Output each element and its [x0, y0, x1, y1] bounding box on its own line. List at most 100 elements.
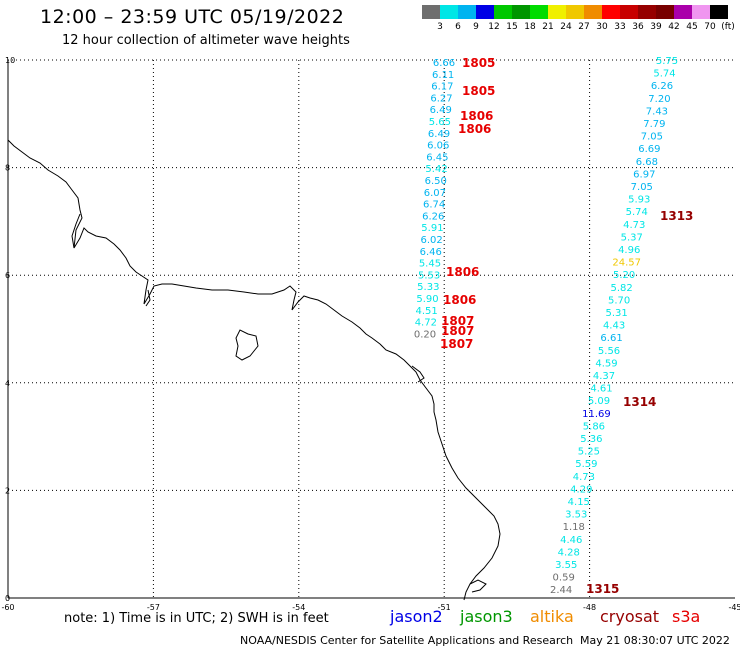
- island-tiny: [145, 289, 151, 307]
- wave-height-label: 5.20: [613, 270, 635, 281]
- y-tick-label: 0: [5, 594, 10, 603]
- wave-height-label: 5.31: [605, 308, 627, 319]
- color-swatch: [638, 5, 656, 19]
- wave-height-label: 5.86: [583, 421, 605, 432]
- pass-time-label: 1807: [441, 314, 474, 328]
- pass-time-label: 1807: [440, 337, 473, 351]
- wave-height-label: 5.53: [418, 270, 440, 281]
- wave-height-label: 4.29: [570, 484, 592, 495]
- wave-height-label: 5.09: [588, 396, 610, 407]
- satellite-legend-item: altika: [530, 607, 574, 626]
- wave-height-label: 7.05: [631, 182, 653, 193]
- wave-height-label: 5.75: [656, 56, 678, 67]
- wave-height-label: 5.65: [429, 117, 451, 128]
- wave-height-label: 6.61: [600, 333, 622, 344]
- pass-time-labels: 1805180518061806180618061807180718071313…: [440, 56, 693, 596]
- pass-time-label: 1806: [446, 265, 479, 279]
- wave-height-label: 5.42: [425, 164, 447, 175]
- wave-height-label: 6.66: [433, 58, 455, 69]
- wave-height-label: 5.74: [653, 69, 675, 80]
- wave-height-label: 6.46: [420, 247, 442, 258]
- pass-time-label: 1314: [623, 395, 656, 409]
- note-text: note: 1) Time is in UTC; 2) SWH is in fe…: [64, 611, 329, 626]
- coast-inlet-east: [411, 365, 425, 383]
- color-scale-label: 15: [506, 22, 518, 32]
- x-tick-label: -45: [728, 603, 740, 612]
- y-tick-label: 10: [5, 56, 15, 65]
- wave-height-label: 6.02: [420, 235, 442, 246]
- color-swatch: [476, 5, 494, 19]
- color-scale-label: 45: [686, 22, 698, 32]
- chart-title: 12:00 – 23:59 UTC 05/19/2022: [40, 6, 345, 28]
- wave-height-label: 5.33: [417, 282, 439, 293]
- wave-height-label: 5.45: [419, 259, 441, 270]
- wave-height-label: 4.46: [560, 535, 582, 546]
- wave-height-label: 6.11: [432, 70, 454, 81]
- wave-height-label: 4.61: [590, 384, 612, 395]
- wave-height-label: 6.49: [428, 129, 450, 140]
- color-scale-label: 24: [560, 22, 572, 32]
- color-scale-label: 27: [578, 22, 590, 32]
- wave-height-label: 5.59: [575, 459, 597, 470]
- pass-time-label: 1806: [460, 109, 493, 123]
- wave-height-label: 5.93: [628, 195, 650, 206]
- color-scale-label: 12: [488, 22, 500, 32]
- wave-height-label: 4.73: [573, 472, 595, 483]
- pass-time-label: 1805: [462, 56, 495, 70]
- wave-height-label: 24.57: [612, 258, 641, 269]
- color-swatch: [458, 5, 476, 19]
- wave-height-label: 6.26: [651, 81, 673, 92]
- wave-height-label: 0.59: [553, 573, 575, 584]
- wave-height-label: 4.37: [593, 371, 615, 382]
- wave-height-label: 5.37: [621, 232, 643, 243]
- wave-height-label: 7.79: [643, 119, 665, 130]
- wave-height-label: 4.43: [603, 321, 625, 332]
- pass-time-label: 1805: [462, 84, 495, 98]
- wave-height-tracks: 6.666.116.176.276.495.656.496.066.455.42…: [414, 56, 678, 596]
- color-scale-label: 9: [473, 22, 479, 32]
- wave-height-label: 4.59: [595, 358, 617, 369]
- color-swatch: [512, 5, 530, 19]
- color-swatch: [548, 5, 566, 19]
- color-swatch: [440, 5, 458, 19]
- color-scale-label: 39: [650, 22, 662, 32]
- x-tick-label: -60: [1, 603, 14, 612]
- wave-height-label: 6.17: [431, 82, 453, 93]
- color-swatch: [422, 5, 440, 19]
- color-scale-label: 30: [596, 22, 608, 32]
- x-tick-label: -51: [438, 603, 451, 612]
- wave-height-label: 7.43: [646, 106, 668, 117]
- wave-height-label: 6.97: [633, 169, 655, 180]
- wave-height-label: 6.26: [422, 211, 444, 222]
- y-tick-label: 2: [5, 486, 10, 495]
- wave-height-label: 0.20: [414, 329, 436, 340]
- x-tick-label: -57: [147, 603, 160, 612]
- wave-height-label: 5.90: [416, 294, 438, 305]
- wave-height-label: 11.69: [582, 409, 611, 420]
- wave-height-label: 5.70: [608, 295, 630, 306]
- wave-height-label: 4.51: [416, 306, 438, 317]
- wave-height-label: 1.18: [563, 522, 585, 533]
- wave-height-label: 6.50: [425, 176, 447, 187]
- color-scale-label: 42: [668, 22, 680, 32]
- wave-height-label: 4.28: [558, 547, 580, 558]
- wave-height-label: 4.15: [568, 497, 590, 508]
- wave-height-label: 5.56: [598, 346, 620, 357]
- color-swatch: [692, 5, 710, 19]
- island-small: [235, 329, 259, 361]
- axis-ticks: -60 -57 -54 -51 -48 -45 0 2 4 6 8 10: [1, 56, 740, 612]
- y-tick-label: 4: [5, 379, 10, 388]
- wave-height-label: 3.55: [555, 560, 577, 571]
- wave-height-label: 6.45: [426, 152, 448, 163]
- wave-height-label: 6.06: [427, 141, 449, 152]
- color-scale-label: (ft): [721, 22, 735, 32]
- color-swatch: [566, 5, 584, 19]
- wave-height-label: 4.96: [618, 245, 640, 256]
- wave-height-label: 6.74: [423, 200, 445, 211]
- credit-text: NOAA/NESDIS Center for Satellite Applica…: [240, 634, 574, 647]
- color-scale-label: 70: [704, 22, 716, 32]
- map-grid: [7, 59, 735, 599]
- color-swatch: [656, 5, 674, 19]
- satellite-legend-item: jason3: [460, 607, 513, 626]
